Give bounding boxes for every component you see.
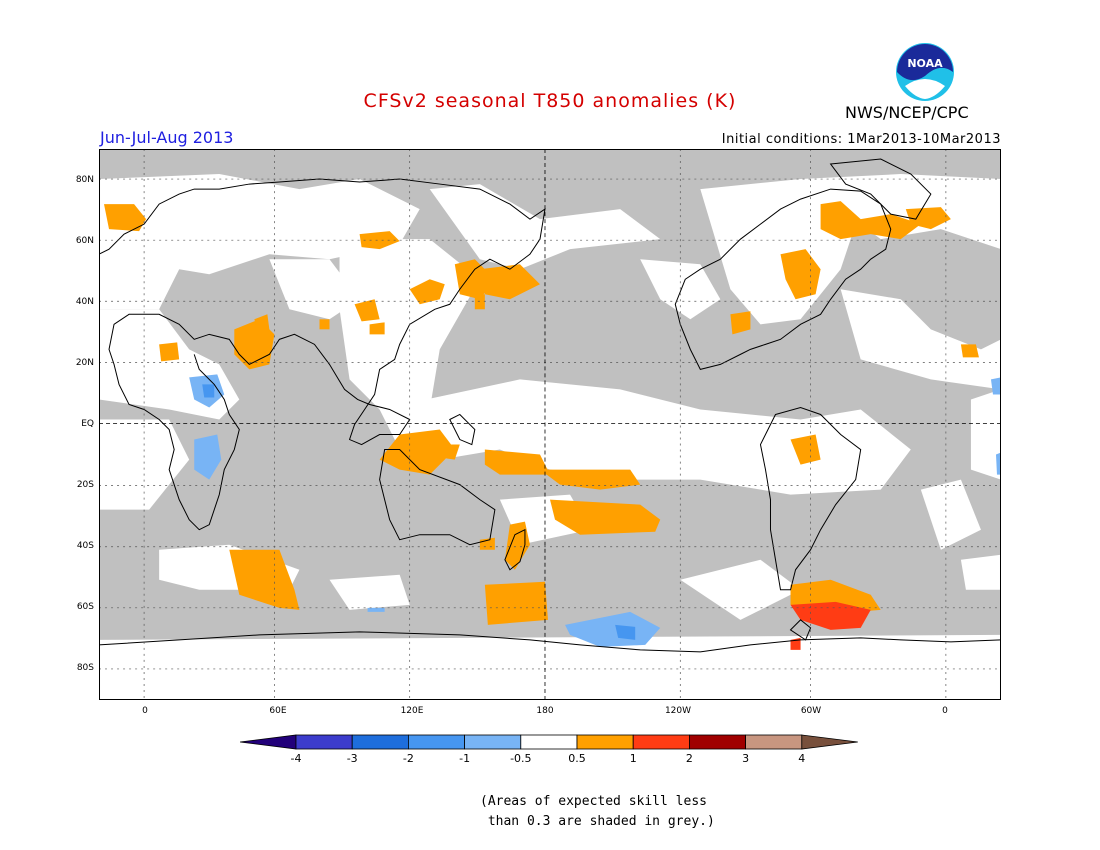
colorbar-box bbox=[407, 734, 465, 750]
colorbar-label: 2 bbox=[685, 752, 693, 765]
lat-label-60s: 60S bbox=[76, 602, 94, 612]
lon-label-0: 0 bbox=[142, 706, 148, 716]
lon-label-0-east: 0 bbox=[942, 706, 948, 716]
blue-anomalies bbox=[189, 374, 1001, 647]
colorbar-box bbox=[745, 734, 803, 750]
colorbar-box bbox=[464, 734, 522, 750]
lat-label-60n: 60N bbox=[75, 236, 94, 246]
colorbar-label: 1 bbox=[629, 752, 637, 765]
colorbar-min-arrow bbox=[240, 734, 297, 750]
initial-conditions-label: Initial conditions: 1Mar2013-10Mar2013 bbox=[721, 132, 1001, 147]
colorbar-label: -2 bbox=[402, 752, 414, 765]
colorbar-max-arrow bbox=[801, 734, 858, 750]
lat-label-20s: 20S bbox=[76, 480, 94, 490]
coastlines bbox=[99, 158, 1001, 653]
lon-label-120e: 120E bbox=[400, 706, 424, 716]
lat-label-80s: 80S bbox=[76, 663, 94, 673]
colorbar-box bbox=[295, 734, 353, 750]
colorbar-box bbox=[351, 734, 409, 750]
chart-title: CFSv2 seasonal T850 anomalies (K) bbox=[363, 90, 737, 112]
agency-label: NWS/NCEP/CPC bbox=[845, 103, 969, 122]
colorbar-box bbox=[576, 734, 634, 750]
lon-label-180: 180 bbox=[536, 706, 554, 716]
lat-label-eq: EQ bbox=[81, 419, 94, 429]
colorbar-label: -1 bbox=[459, 752, 471, 765]
noaa-logo: NOAA bbox=[896, 43, 954, 101]
colorbar-box bbox=[520, 734, 578, 750]
skill-note: (Areas of expected skill less than 0.3 a… bbox=[480, 794, 715, 829]
colorbar-label: 3 bbox=[742, 752, 750, 765]
svg-text:NOAA: NOAA bbox=[907, 57, 943, 70]
season-label: Jun-Jul-Aug 2013 bbox=[100, 128, 234, 147]
lat-label-20n: 20N bbox=[75, 358, 94, 368]
colorbar bbox=[240, 734, 858, 750]
colorbar-label: -0.5 bbox=[510, 752, 532, 765]
lon-label-60w: 60W bbox=[800, 706, 822, 716]
colorbar-box bbox=[688, 734, 746, 750]
lat-label-40s: 40S bbox=[76, 541, 94, 551]
lon-label-120w: 120W bbox=[664, 706, 692, 716]
colorbar-label: -4 bbox=[290, 752, 302, 765]
colorbar-label: -3 bbox=[346, 752, 358, 765]
lat-label-40n: 40N bbox=[75, 297, 94, 307]
lon-label-60e: 60E bbox=[269, 706, 287, 716]
anomaly-map bbox=[99, 149, 1001, 700]
colorbar-label: 0.5 bbox=[568, 752, 586, 765]
colorbar-label: 4 bbox=[798, 752, 806, 765]
gridlines bbox=[99, 149, 1001, 700]
colorbar-box bbox=[632, 734, 690, 750]
lat-label-80n: 80N bbox=[75, 175, 94, 185]
